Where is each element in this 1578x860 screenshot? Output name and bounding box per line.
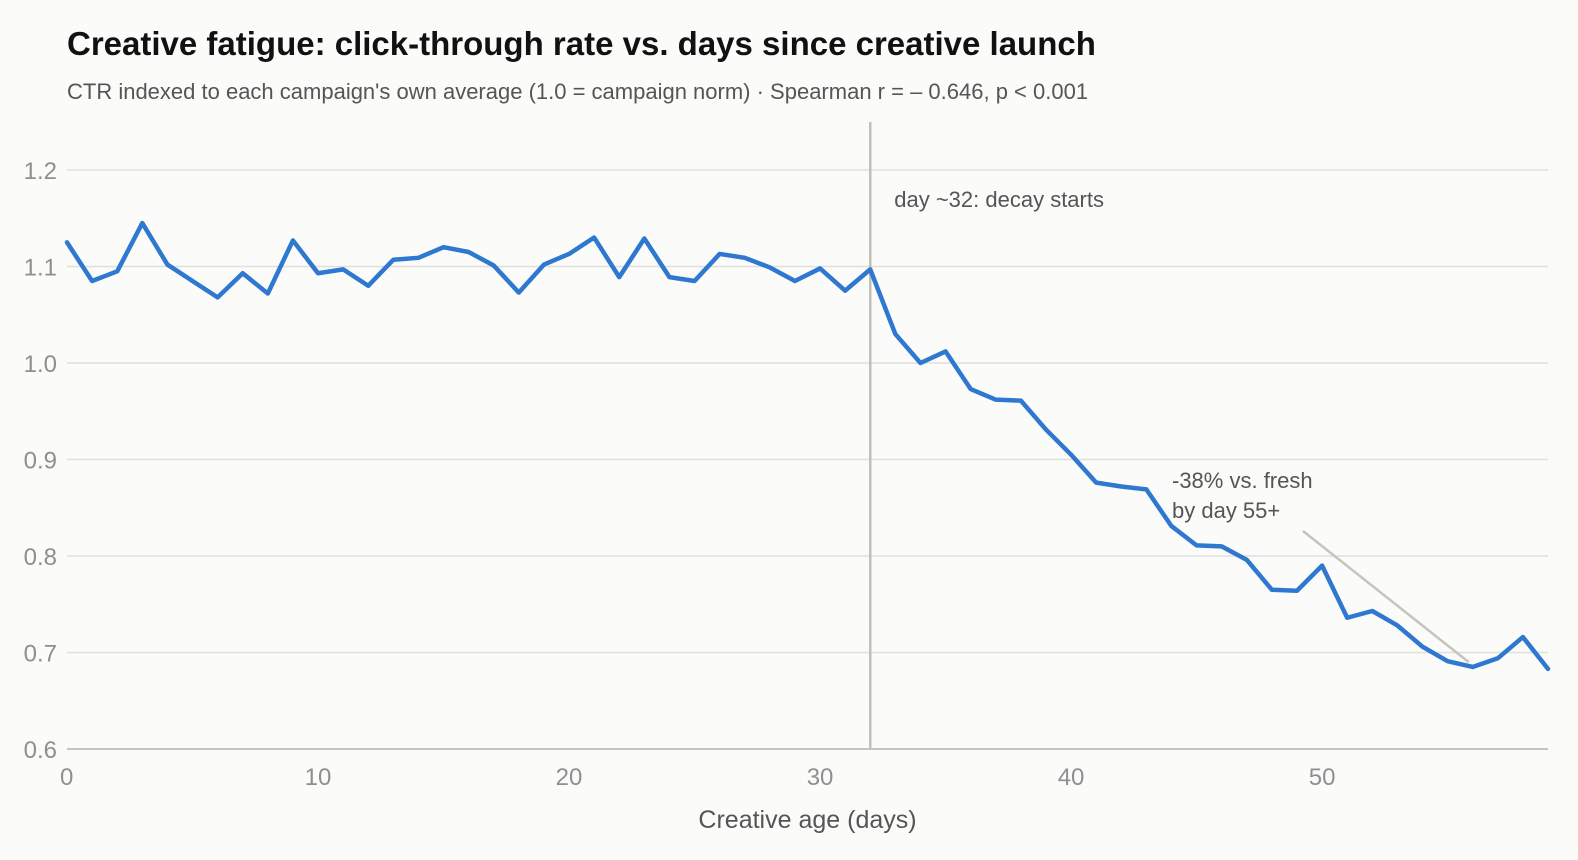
chart-title: Creative fatigue: click-through rate vs.… (67, 25, 1096, 62)
y-tick-labels: 0.6 0.7 0.8 0.9 1.0 1.1 1.2 (24, 158, 57, 764)
decay-start-label: day ~32: decay starts (894, 187, 1104, 212)
x-axis-label: Creative age (days) (698, 806, 916, 834)
annotation-leader-line (1302, 530, 1470, 664)
x-tick-label: 20 (556, 764, 583, 791)
x-tick-label: 10 (305, 764, 332, 791)
x-tick-label: 40 (1058, 764, 1085, 791)
y-tick-label: 1.0 (24, 351, 57, 378)
y-tick-label: 1.1 (24, 255, 57, 282)
x-tick-label: 0 (60, 764, 73, 791)
y-tick-label: 0.7 (24, 641, 57, 668)
y-tick-label: 1.2 (24, 158, 57, 185)
chart-subtitle: CTR indexed to each campaign's own avera… (67, 79, 1088, 104)
y-tick-label: 0.9 (24, 448, 57, 475)
x-tick-label: 50 (1309, 764, 1336, 791)
series-line-0 (64, 220, 1551, 672)
y-tick-label: 0.8 (24, 544, 57, 571)
x-tick-label: 30 (807, 764, 834, 791)
annotation-text-line-2: by day 55+ (1172, 498, 1280, 523)
y-tick-label: 0.6 (24, 737, 57, 764)
gridlines (67, 169, 1548, 654)
x-tick-labels: 0 10 20 30 40 50 (60, 764, 1335, 791)
series-layer (64, 220, 1551, 672)
annotation-text-line-1: -38% vs. fresh (1172, 468, 1313, 493)
